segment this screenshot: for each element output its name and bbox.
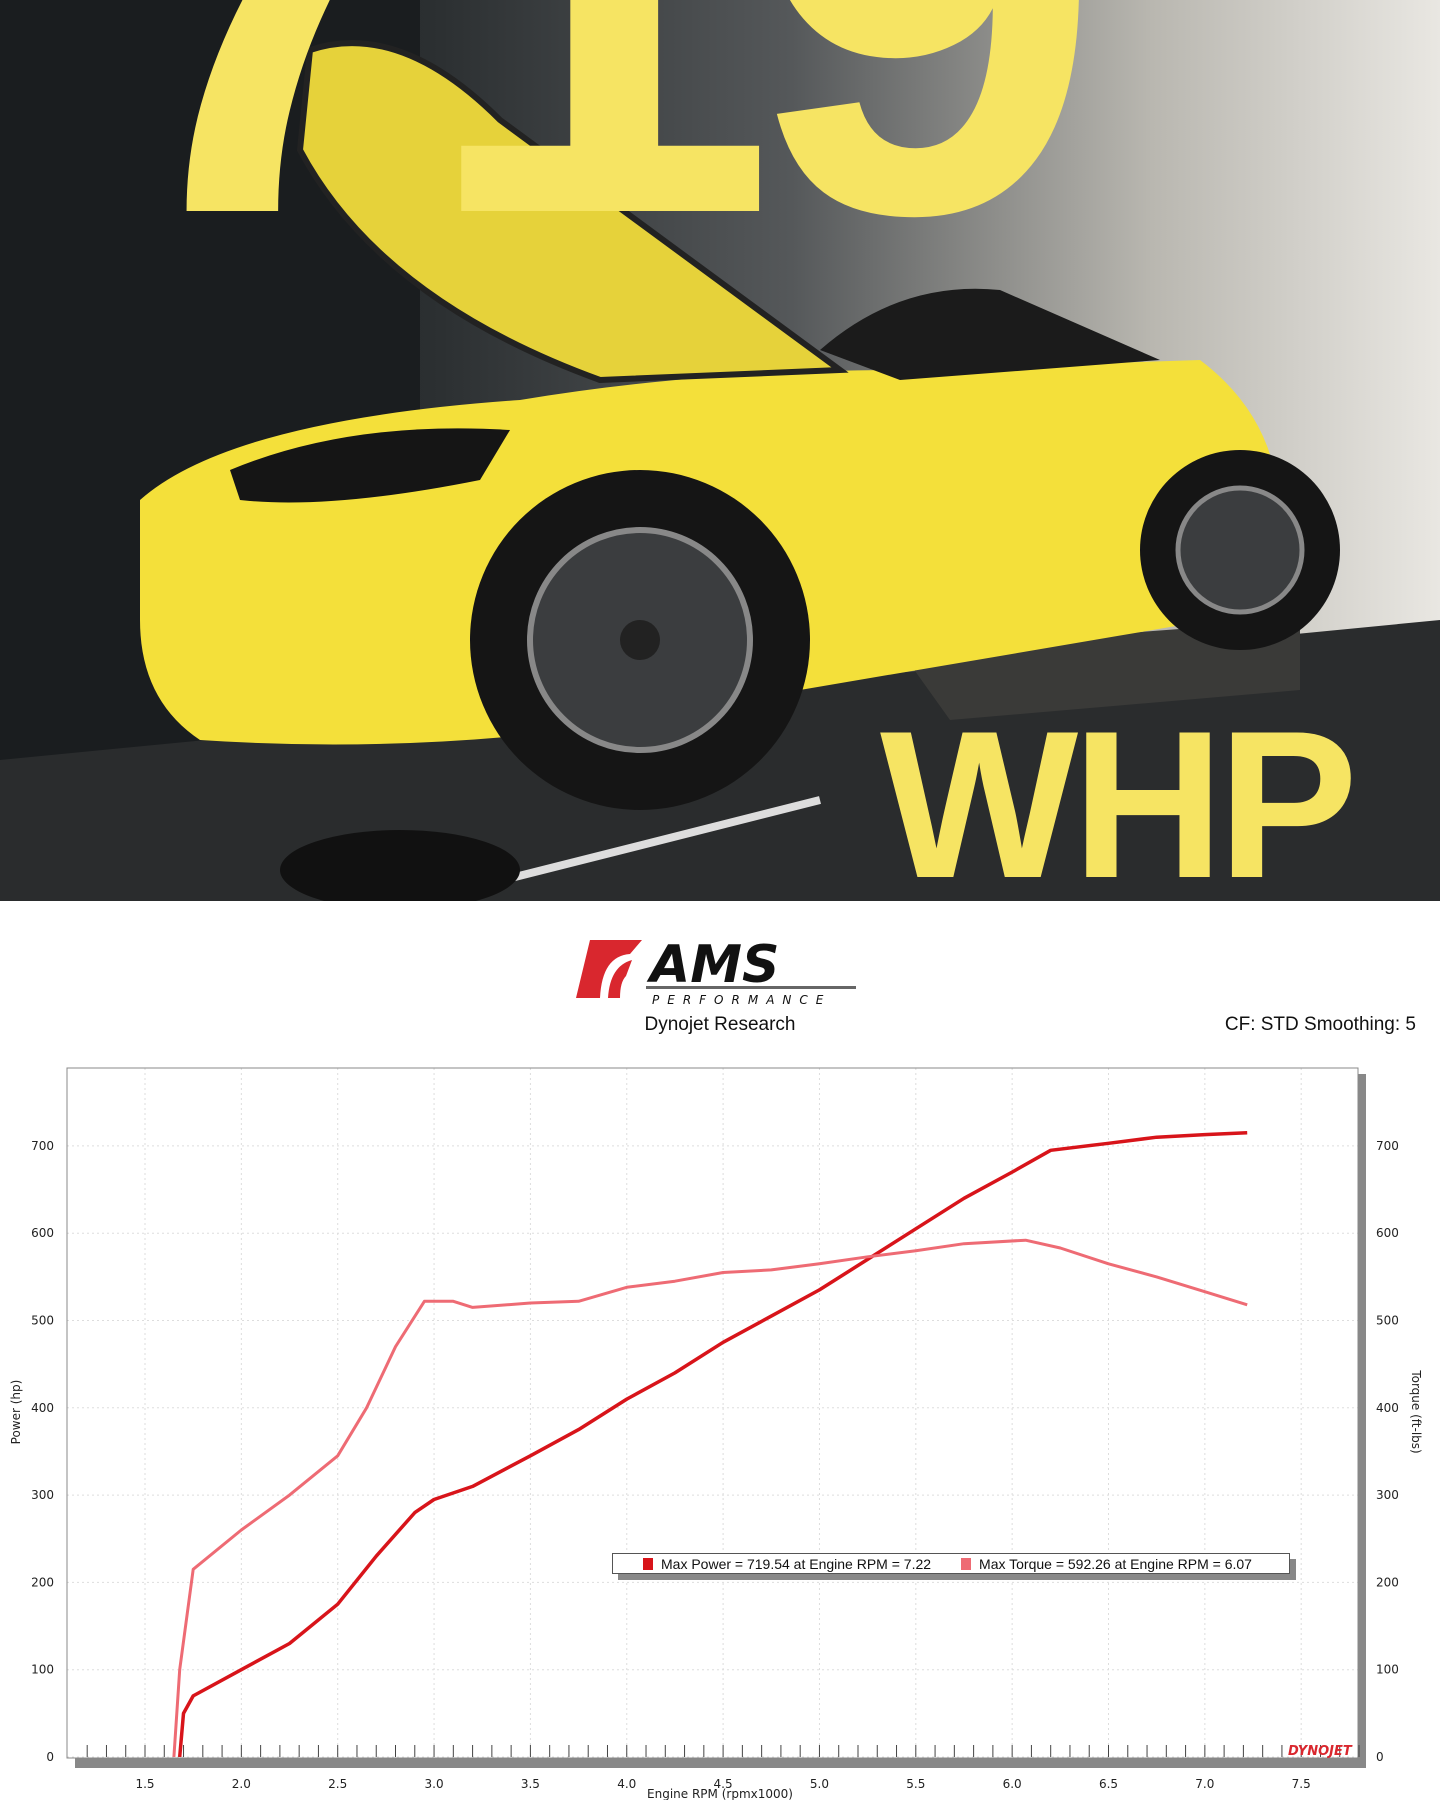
x-tick-label: 2.0: [232, 1777, 251, 1791]
y2-tick-label: 100: [1376, 1663, 1399, 1677]
grid: [67, 1068, 1358, 1758]
x-tick-label: 3.5: [521, 1777, 540, 1791]
y-tick-label: 200: [31, 1575, 54, 1589]
x-tick-label: 1.5: [135, 1777, 154, 1791]
hero-unit: WHP: [880, 687, 1358, 902]
y-tick-label: 100: [31, 1663, 54, 1677]
y-axis-label: Power (hp): [9, 1380, 23, 1445]
legend: Max Power = 719.54 at Engine RPM = 7.22 …: [612, 1553, 1290, 1574]
y2-tick-label: 0: [1376, 1750, 1384, 1764]
logo-text: AMS: [646, 936, 779, 995]
torque-line: [172, 1238, 1248, 1758]
y-tick-label: 500: [31, 1314, 54, 1328]
x-tick-label: 7.5: [1292, 1777, 1311, 1791]
y2-tick-label: 300: [1376, 1488, 1399, 1502]
ams-logo: AMS PERFORMANCE: [576, 936, 856, 1007]
y2-tick-label: 700: [1376, 1139, 1399, 1153]
x-tick-label: 4.5: [714, 1777, 733, 1791]
x-axis-bar: [75, 1758, 1358, 1768]
y2-axis-label: Torque (ft-lbs): [1409, 1369, 1423, 1453]
dyno-car-illustration: [0, 0, 1440, 901]
hero-photo: 719 WHP: [0, 0, 1440, 901]
y-tick-label: 400: [31, 1401, 54, 1415]
x-tick-label: 4.0: [617, 1777, 636, 1791]
legend-swatch-torque: [961, 1557, 972, 1570]
x-tick-label: 5.0: [810, 1777, 829, 1791]
y-tick-label: 300: [31, 1488, 54, 1502]
power-line: [177, 1131, 1248, 1758]
y-tick-label: 0: [46, 1750, 54, 1764]
y-tick-label: 600: [31, 1226, 54, 1240]
x-tick-label: 6.0: [1003, 1777, 1022, 1791]
x-tick-label: 6.5: [1099, 1777, 1118, 1791]
y2-tick-label: 600: [1376, 1226, 1399, 1240]
x-axis-label: Engine RPM (rpmx1000): [647, 1787, 793, 1800]
dyno-chart: 1.5 2.0 2.5 3.0 3.5 4.0 4.5 5.0 5.5 6.0 6.5 7.0 7.5 …: [9, 1067, 1423, 1800]
x-tick-label: 3.0: [425, 1777, 444, 1791]
y2-tick-label: 400: [1376, 1401, 1399, 1415]
x-tick-label: 2.5: [328, 1777, 347, 1791]
x-tick-label: 5.5: [906, 1777, 925, 1791]
y2-tick-label: 200: [1376, 1575, 1399, 1589]
right-axis-bar: [1358, 1074, 1366, 1768]
logo-subtext: PERFORMANCE: [652, 993, 831, 1007]
hero-number: 719: [95, 0, 1103, 310]
legend-torque: Max Torque = 592.26 at Engine RPM = 6.07: [979, 1555, 1252, 1572]
legend-power: Max Power = 719.54 at Engine RPM = 7.22: [661, 1555, 932, 1572]
x-tick-label: 7.0: [1195, 1777, 1214, 1791]
chart-subtitle: Dynojet Research: [644, 1014, 796, 1035]
plot-frame: [66, 1067, 1359, 1759]
dynojet-watermark: DYNOJET: [1288, 1744, 1353, 1759]
y2-tick-label: 500: [1376, 1314, 1399, 1328]
correction-settings: CF: STD Smoothing: 5: [1224, 1014, 1416, 1035]
y-tick-label: 700: [31, 1139, 54, 1153]
legend-swatch-power: [643, 1557, 653, 1570]
